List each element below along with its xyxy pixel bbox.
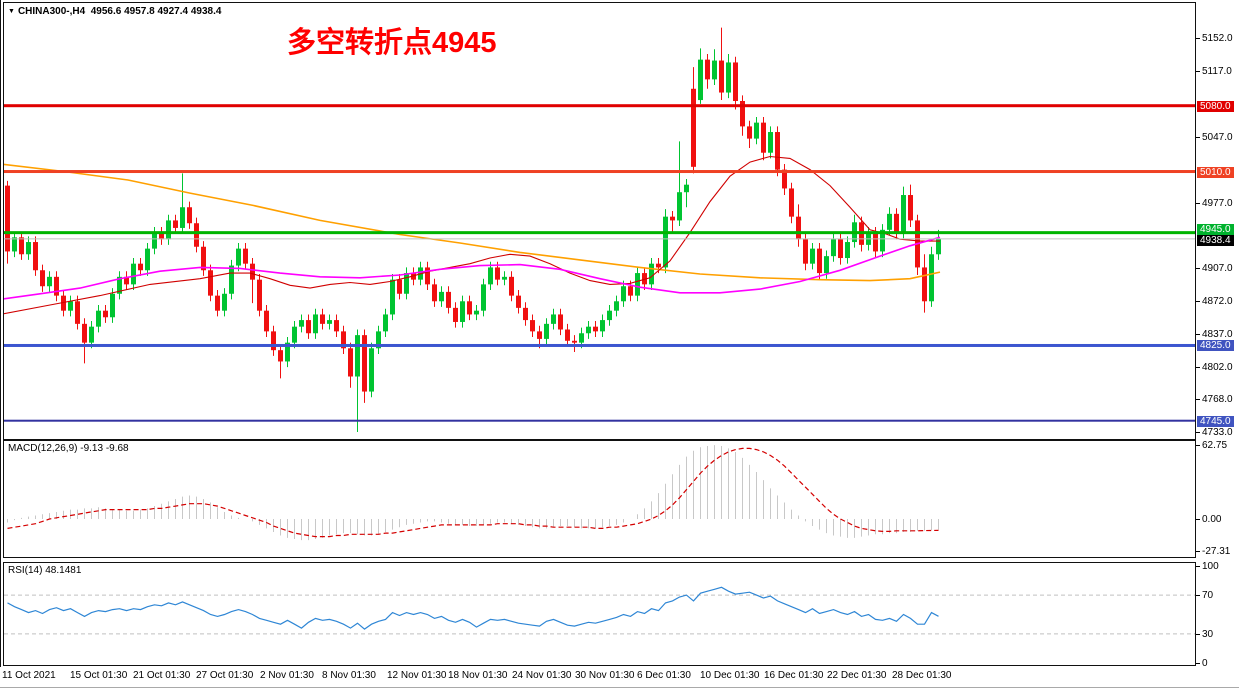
time-label: 30 Nov 01:30 <box>575 670 635 681</box>
price-tick-4837: 4837.0 <box>1196 329 1233 341</box>
hline-4945.0[interactable] <box>4 231 1195 235</box>
window-bottom-border <box>0 687 1239 688</box>
price-tick-4768: 4768.0 <box>1196 394 1233 406</box>
hline-4825.0[interactable] <box>4 343 1195 347</box>
time-label: 12 Nov 01:30 <box>387 670 447 681</box>
time-label: 8 Nov 01:30 <box>322 670 376 681</box>
price-badge-4825.0: 4825.0 <box>1197 340 1234 352</box>
ma-fast-magenta <box>4 236 941 300</box>
time-label: 27 Oct 01:30 <box>196 670 254 681</box>
candles-group <box>5 27 941 432</box>
price-tick-4872: 4872.0 <box>1196 296 1233 308</box>
macd-panel[interactable]: MACD(12,26,9) -9.13 -9.68 <box>3 440 1196 558</box>
current-price-badge: 4938.4 <box>1197 234 1234 246</box>
price-tick-5047: 5047.0 <box>1196 131 1233 143</box>
time-axis: 11 Oct 2021 15 Oct 01:30 21 Oct 01:30 27 Oc… <box>0 670 1196 684</box>
price-tick-5152: 5152.0 <box>1196 33 1233 44</box>
pivot-annotation-text: 多空转折点4945 <box>287 27 497 59</box>
symbol-period-label: CHINA300-,H4 <box>17 6 86 17</box>
time-label: 21 Oct 01:30 <box>133 670 191 681</box>
price-tick-4907: 4907.0 <box>1196 263 1233 275</box>
time-label: 15 Oct 01:30 <box>70 670 128 681</box>
rsi-indicator-label: RSI(14) 48.1481 <box>8 565 82 576</box>
rsi-panel[interactable]: RSI(14) 48.1481 <box>3 562 1196 666</box>
time-label: 11 Oct 2021 <box>2 670 56 681</box>
candlestick-chart-canvas[interactable] <box>4 3 1195 439</box>
price-badge-4945.0: 4945.0 <box>1197 223 1234 235</box>
rsi-tick-0: 0 <box>1196 658 1208 669</box>
macd-histogram <box>7 445 939 541</box>
rsi-chart-canvas[interactable] <box>4 563 1195 665</box>
rsi-tick-30: 30 <box>1195 628 1214 640</box>
main-price-panel[interactable]: ▼ CHINA300-,H4 4956.6 4957.8 4927.4 4938.… <box>3 2 1196 440</box>
macd-indicator-label: MACD(12,26,9) -9.13 -9.68 <box>8 443 129 454</box>
price-tick-4977: 4977.0 <box>1196 197 1233 209</box>
time-label: 6 Dec 01:30 <box>637 670 691 681</box>
time-label: 22 Dec 01:30 <box>827 670 887 681</box>
price-badge-5010.0: 5010.0 <box>1197 166 1234 178</box>
price-axis-column: 5152.0 5117.0 5047.0 4977.0 4907.0 4872.0 4837… <box>1195 0 1239 690</box>
ma-slow-orange <box>4 163 941 282</box>
price-badge-4745.0: 4745.0 <box>1197 415 1234 427</box>
price-tick-4802: 4802.0 <box>1196 362 1233 374</box>
rsi-line <box>7 586 939 630</box>
macd-signal-line <box>7 447 939 538</box>
chart-title: ▼ CHINA300-,H4 4956.6 4957.8 4927.4 4938.… <box>8 6 221 17</box>
ohlc-values: 4956.6 4957.8 4927.4 4938.4 <box>90 6 222 17</box>
macd-tick--27.31: -27.31 <box>1195 546 1231 558</box>
macd-tick-62.75: 62.75 <box>1195 440 1228 452</box>
symbol-dropdown-icon[interactable]: ▼ <box>8 8 15 15</box>
rsi-tick-100: 100 <box>1196 561 1219 572</box>
time-label: 10 Dec 01:30 <box>700 670 760 681</box>
time-label: 18 Nov 01:30 <box>448 670 508 681</box>
macd-tick-0: 0.00 <box>1195 514 1222 525</box>
price-tick-5117: 5117.0 <box>1196 65 1232 77</box>
price-tick-4733: 4733.0 <box>1196 426 1233 438</box>
hline-5080.0[interactable] <box>4 104 1195 108</box>
macd-chart-canvas[interactable] <box>4 441 1195 557</box>
hline-5010.0[interactable] <box>4 170 1195 174</box>
time-label: 16 Dec 01:30 <box>764 670 824 681</box>
time-label: 24 Nov 01:30 <box>512 670 572 681</box>
time-label: 2 Nov 01:30 <box>260 670 314 681</box>
time-label: 28 Dec 01:30 <box>892 670 952 681</box>
window-left-border <box>0 0 1 667</box>
rsi-tick-70: 70 <box>1195 590 1214 602</box>
price-badge-5080.0: 5080.0 <box>1197 100 1234 112</box>
hline-4745.0[interactable] <box>4 419 1195 422</box>
